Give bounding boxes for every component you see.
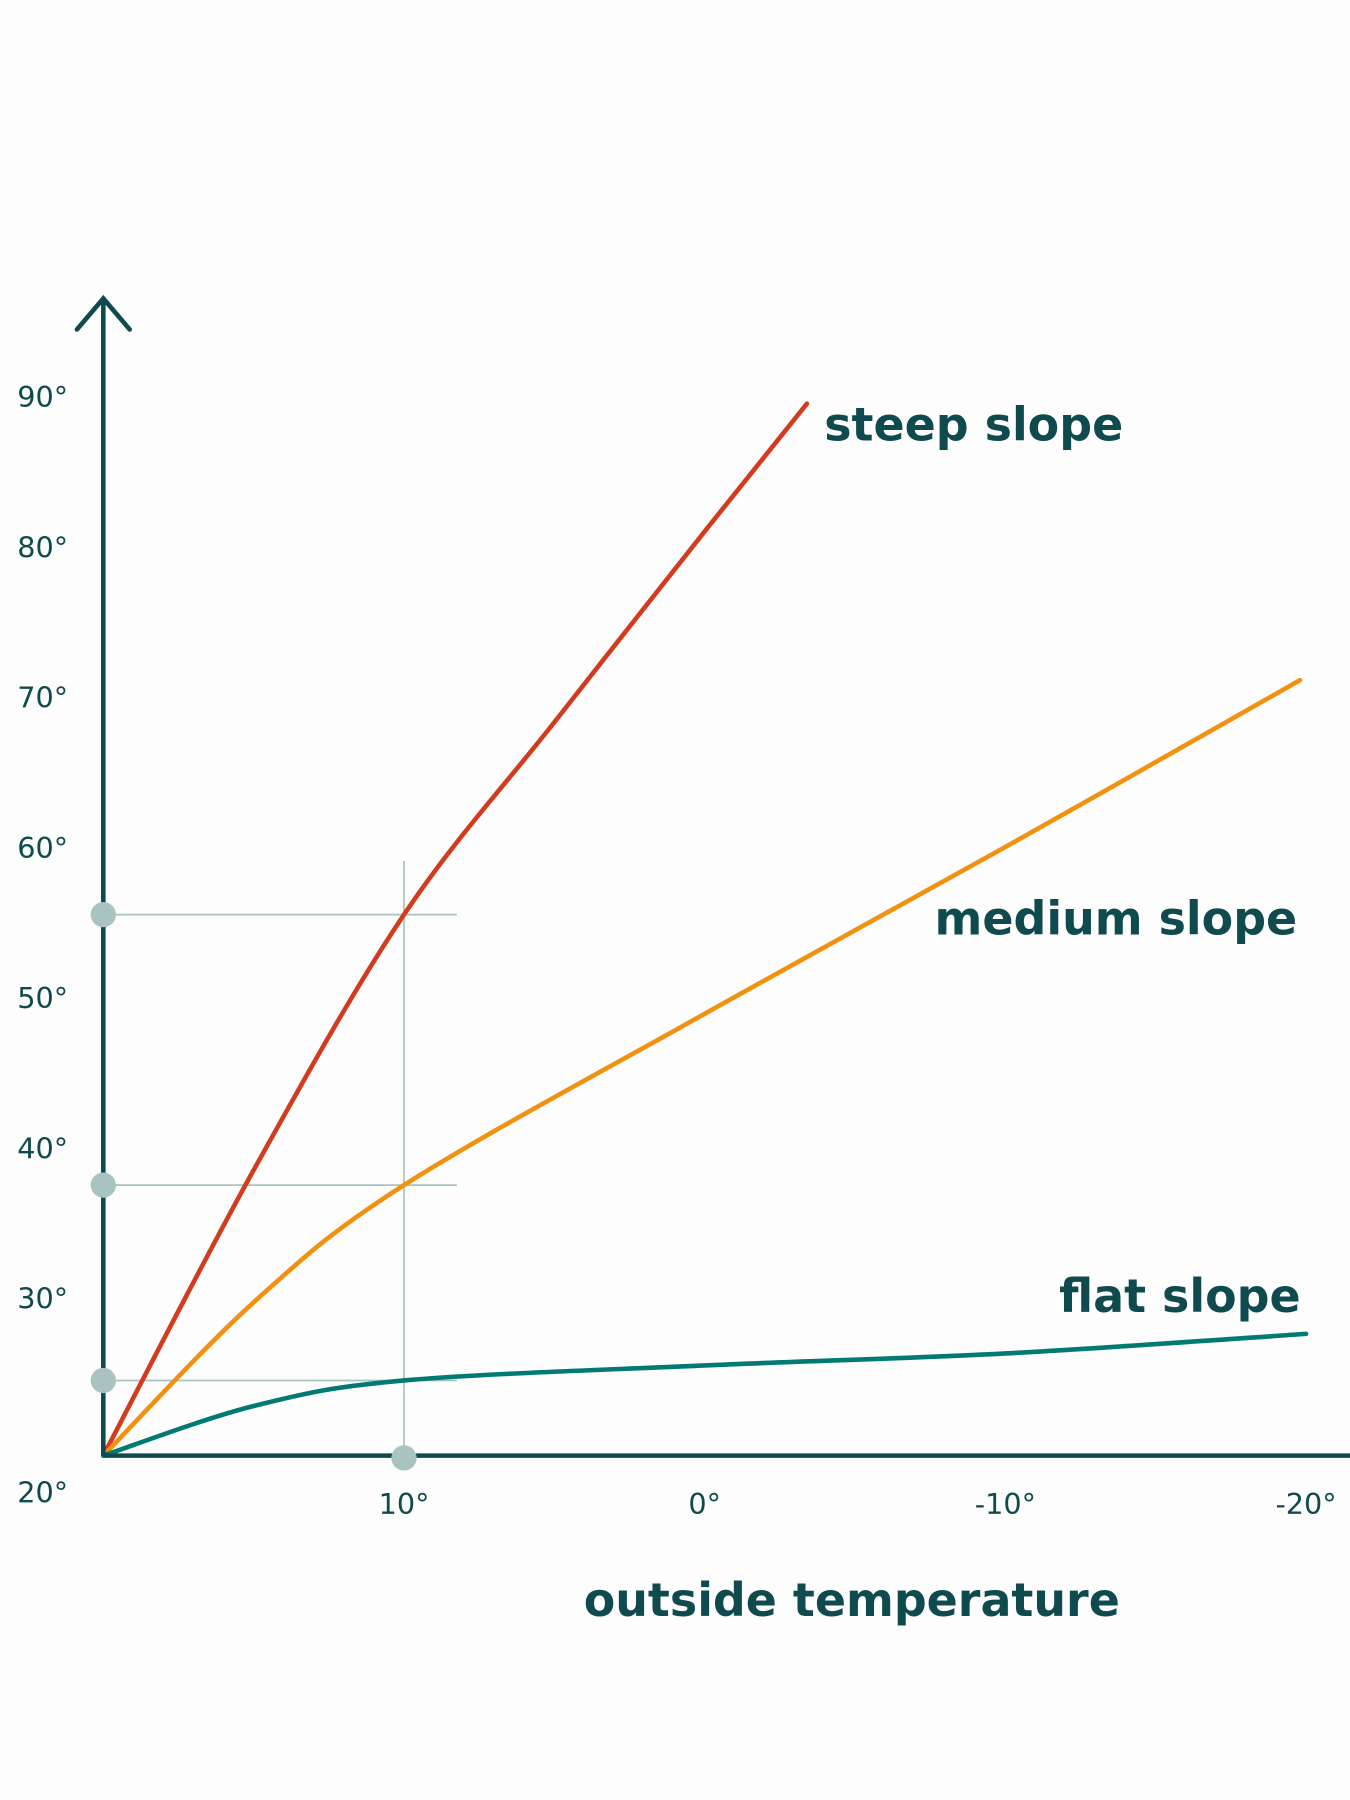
y-tick-label: 50° <box>17 981 68 1015</box>
line-series <box>101 1331 1309 1458</box>
line-series <box>101 677 1303 1458</box>
y-tick-label: 30° <box>17 1282 68 1316</box>
y-tick-label: 40° <box>17 1131 68 1165</box>
x-tick-label: 0° <box>688 1487 721 1521</box>
x-tick-label: 10° <box>379 1487 430 1521</box>
reference-dot <box>90 1367 116 1394</box>
x-axis-title: outside temperature <box>584 1573 1120 1627</box>
reference-dot <box>391 1445 417 1471</box>
line-series <box>101 401 810 1458</box>
y-tick-label: 80° <box>17 530 68 564</box>
series-label: steep slope <box>824 398 1123 452</box>
reference-dot <box>90 901 116 928</box>
y-tick-label: 70° <box>17 681 68 715</box>
y-tick-label: 60° <box>17 831 68 865</box>
y-axis-arrow <box>74 294 133 332</box>
series-label: medium slope <box>935 891 1298 945</box>
y-tick-label: 90° <box>17 380 68 414</box>
reference-dot <box>90 1172 116 1198</box>
series-label: flat slope <box>1059 1269 1301 1323</box>
x-tick-label: -10° <box>975 1487 1036 1521</box>
y-tick-label: 20° <box>17 1476 68 1510</box>
x-tick-label: -20° <box>1275 1487 1336 1521</box>
